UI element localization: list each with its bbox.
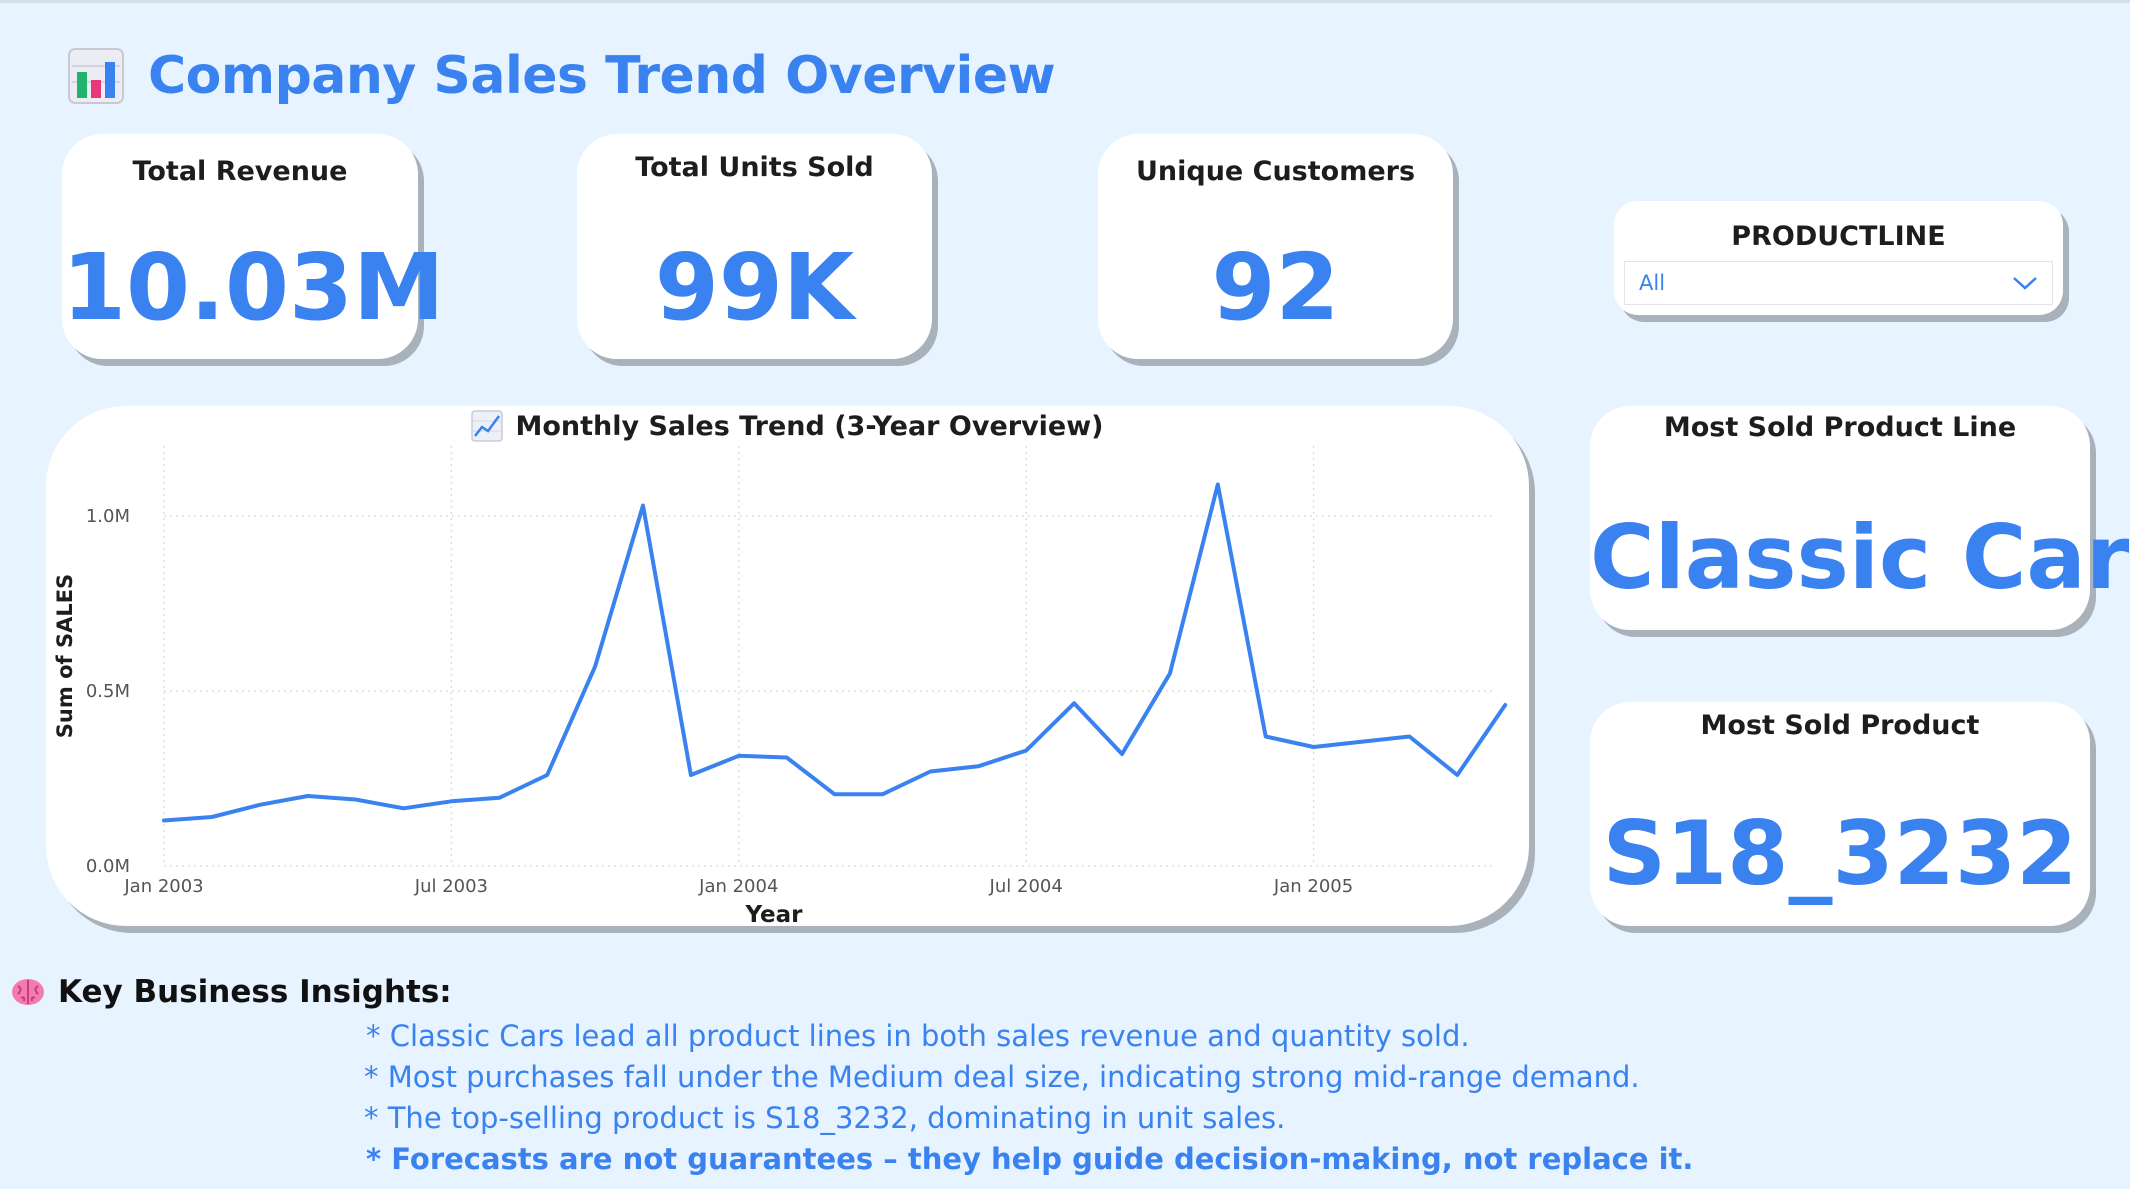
kpi-value: 92 xyxy=(1211,234,1340,341)
most-sold-product-card[interactable]: Most Sold Product S18_3232 xyxy=(1590,702,2090,926)
insight-item: * Classic Cars lead all product lines in… xyxy=(366,1019,1470,1053)
brain-icon xyxy=(12,979,44,1005)
kpi-value: 10.03M xyxy=(62,234,445,341)
productline-dropdown[interactable]: All xyxy=(1624,261,2053,305)
dashboard-header: Company Sales Trend Overview xyxy=(68,38,1056,114)
chart-title: Monthly Sales Trend (3-Year Overview) xyxy=(515,410,1104,442)
page-title: Company Sales Trend Overview xyxy=(148,46,1056,106)
kpi-label: Total Units Sold xyxy=(635,152,874,183)
insight-item: * Forecasts are not guarantees – they he… xyxy=(366,1142,1694,1176)
y-tick-label: 0.5M xyxy=(86,681,130,702)
x-axis-title: Year xyxy=(744,902,803,926)
bar-chart-icon xyxy=(68,48,124,104)
y-tick-label: 0.0M xyxy=(86,856,130,877)
kpi-value: 99K xyxy=(654,234,855,341)
insights-header: Key Business Insights: xyxy=(10,974,452,1010)
card-value: S18_3232 xyxy=(1602,802,2078,905)
y-axis-title: Sum of SALES xyxy=(53,574,77,738)
x-tick-label: Jan 2003 xyxy=(123,876,203,897)
kpi-card-unique-customers[interactable]: Unique Customers 92 xyxy=(1098,134,1453,359)
insight-item: * Most purchases fall under the Medium d… xyxy=(364,1060,1640,1094)
card-value: Classic Cars xyxy=(1590,506,2130,609)
top-border xyxy=(0,0,2130,3)
card-label: Most Sold Product xyxy=(1700,710,1980,741)
kpi-card-total-units[interactable]: Total Units Sold 99K xyxy=(577,134,932,359)
insight-item: * The top-selling product is S18_3232, d… xyxy=(364,1101,1286,1135)
slicer-label: PRODUCTLINE xyxy=(1731,221,1946,252)
x-tick-label: Jul 2004 xyxy=(989,876,1063,897)
monthly-sales-chart-card[interactable]: Monthly Sales Trend (3-Year Overview) 0.… xyxy=(46,406,1529,926)
x-tick-label: Jan 2004 xyxy=(698,876,778,897)
kpi-label: Unique Customers xyxy=(1135,156,1416,187)
line-chart-icon xyxy=(471,410,504,442)
x-tick-label: Jul 2003 xyxy=(414,876,488,897)
chevron-down-icon xyxy=(2013,277,2037,290)
kpi-label: Total Revenue xyxy=(132,156,348,187)
card-label: Most Sold Product Line xyxy=(1663,412,2017,443)
y-tick-label: 1.0M xyxy=(86,506,130,527)
kpi-card-total-revenue[interactable]: Total Revenue 10.03M xyxy=(62,134,445,359)
line-chart: 0.0M 0.5M 1.0M Jan 2003 Jul 2003 Jan 2004 Jul … xyxy=(53,446,1508,926)
series-line-sales xyxy=(162,482,1508,823)
chart-header: Monthly Sales Trend (3-Year Overview) xyxy=(46,406,1529,446)
x-tick-label: Jan 2005 xyxy=(1273,876,1353,897)
most-sold-product-line-card[interactable]: Most Sold Product Line Classic Cars xyxy=(1590,406,2130,630)
dropdown-selected-value: All xyxy=(1639,271,1666,295)
productline-slicer: PRODUCTLINE All xyxy=(1614,201,2063,315)
insights-heading: Key Business Insights: xyxy=(58,974,452,1010)
